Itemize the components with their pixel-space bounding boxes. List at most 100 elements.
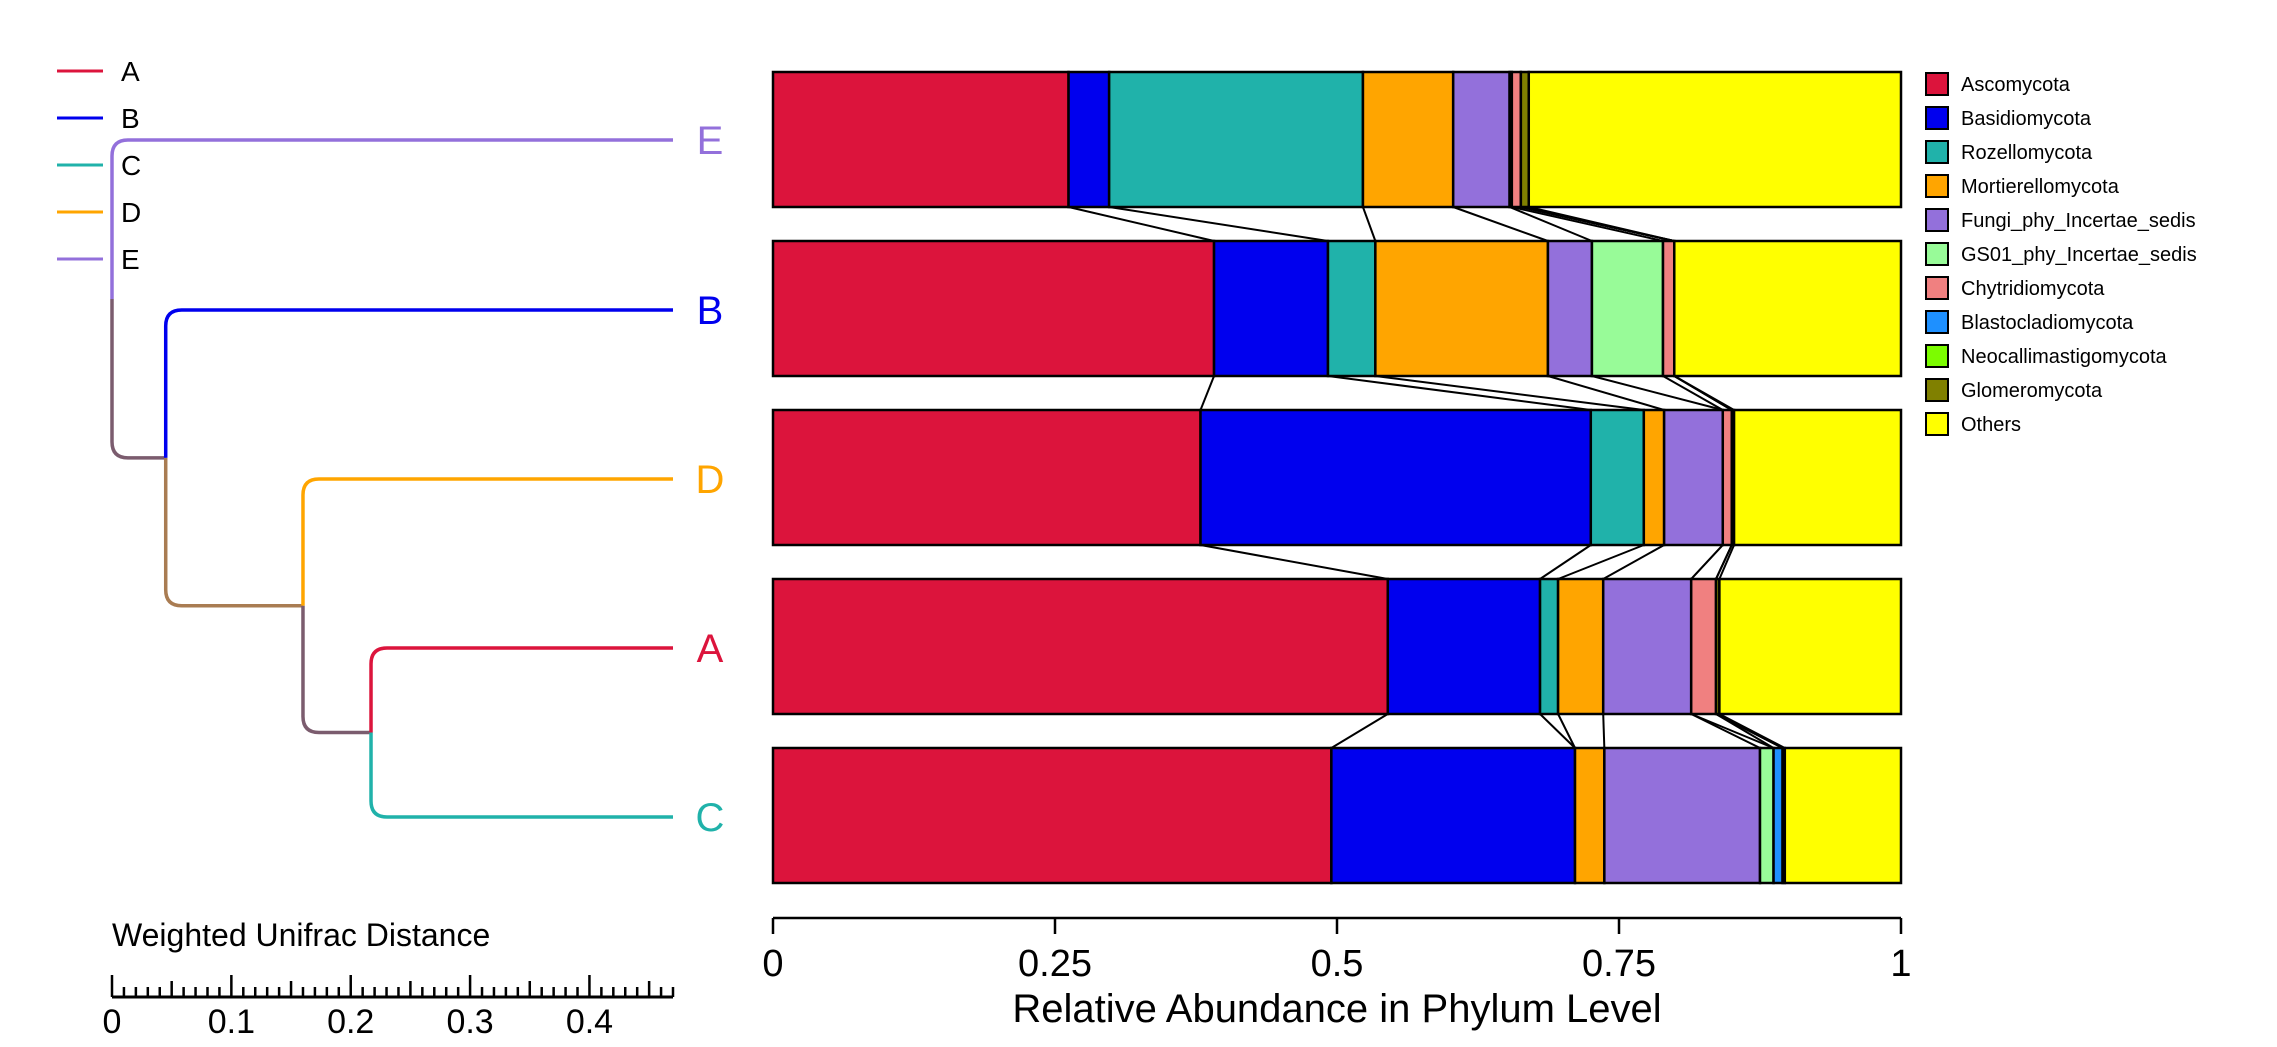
bar-segment: [1772, 746, 1784, 885]
connector-line: [1200, 544, 1388, 580]
bar-segment: [771, 577, 1390, 716]
branch-b: [163, 308, 673, 458]
bar-segment: [1361, 70, 1455, 209]
branch-c: [369, 732, 673, 819]
scale-tick-label: 0.1: [208, 1003, 255, 1041]
bar-segment: [1732, 408, 1903, 547]
legend-swatch: [1925, 242, 1949, 266]
legend-label: Neocallimastigomycota: [1961, 346, 2168, 368]
legend-label: GS01_phy_Incertae_sedis: [1961, 244, 2197, 266]
bar-connectors: [1068, 206, 1786, 749]
bar-segment: [1573, 746, 1606, 885]
legend-swatch: [1925, 140, 1949, 164]
connector-line: [1673, 375, 1735, 411]
branch-a: [369, 646, 673, 733]
bar-segment: [1538, 577, 1560, 716]
tree-legend-label: C: [121, 150, 141, 181]
bar-segment: [771, 408, 1202, 547]
connector-line: [1718, 544, 1735, 580]
legend-swatch: [1925, 378, 1949, 402]
tree-legend-label: B: [121, 103, 140, 134]
branch-d: [301, 477, 673, 606]
legend-swatch: [1925, 106, 1949, 130]
bar-segment: [1642, 408, 1666, 547]
bar-segment: [1721, 408, 1734, 547]
scale-tick-label: 0.2: [327, 1003, 374, 1041]
scale-label: Weighted Unifrac Distance: [112, 917, 490, 953]
branch-internal: [110, 298, 166, 460]
bar-segment: [1212, 239, 1330, 378]
branch-internal: [163, 457, 303, 608]
leaf-label: B: [697, 289, 724, 333]
connector-line: [1330, 713, 1389, 749]
bar-segment: [1527, 70, 1903, 209]
connector-line: [1108, 206, 1329, 242]
tree-legend-label: D: [121, 197, 141, 228]
connector-line: [1511, 206, 1664, 242]
bar-segment: [1326, 239, 1377, 378]
connector-line: [1539, 544, 1592, 580]
legend-label: Chytridiomycota: [1961, 278, 2105, 300]
leaf-label: A: [697, 627, 724, 671]
bar-segment: [1689, 577, 1718, 716]
branch-e: [110, 138, 673, 299]
legend-label: Basidiomycota: [1961, 108, 2092, 130]
bar-segment: [1386, 577, 1542, 716]
connector-line: [1068, 206, 1215, 242]
legend-swatch: [1925, 174, 1949, 198]
connector-line: [1528, 206, 1675, 242]
leaf-label: C: [696, 796, 725, 840]
connector-line: [1715, 713, 1784, 749]
connector-line: [1591, 375, 1724, 411]
tree-legend-label: A: [121, 56, 140, 87]
x-tick-label: 0.25: [1018, 943, 1092, 985]
connector-line: [1199, 375, 1215, 411]
legend-swatch: [1925, 72, 1949, 96]
x-axis-label: Relative Abundance in Phylum Level: [1012, 987, 1661, 1031]
connector-line: [1557, 544, 1645, 580]
bar-segment: [1107, 70, 1365, 209]
legend-label: Ascomycota: [1961, 74, 2071, 96]
connector-line: [1375, 375, 1644, 411]
x-tick-label: 0.75: [1582, 943, 1656, 985]
legend-label: Fungi_phy_Incertae_sedis: [1961, 210, 2196, 232]
bar-segment: [1067, 70, 1111, 209]
connector-line: [1539, 713, 1576, 749]
legend-label: Blastocladiomycota: [1961, 312, 2134, 334]
bar-segment: [1546, 239, 1594, 378]
legend-swatch: [1925, 412, 1949, 436]
connector-line: [1547, 375, 1665, 411]
bar-segment: [1783, 746, 1903, 885]
bar-segment: [1330, 746, 1577, 885]
bar-segment: [1510, 70, 1523, 209]
dendrogram: E B D A C: [110, 119, 725, 840]
connector-line: [1690, 544, 1724, 580]
legend-label: Rozellomycota: [1961, 142, 2093, 164]
bar-segment: [1758, 746, 1775, 885]
bar-segment: [1718, 577, 1903, 716]
branch-internal: [301, 605, 372, 735]
legend-swatch: [1925, 276, 1949, 300]
bar-segment: [771, 746, 1333, 885]
bar-segment: [1590, 239, 1665, 378]
connector-line: [1509, 206, 1593, 242]
scale-tick-label: 0.3: [446, 1003, 493, 1041]
bar-segment: [1661, 239, 1676, 378]
bar-segment: [1589, 408, 1646, 547]
scale-tick-label: 0.4: [566, 1003, 613, 1041]
connector-line: [1452, 206, 1549, 242]
connector-line: [1362, 206, 1377, 242]
legend-swatch: [1925, 208, 1949, 232]
connector-line: [1662, 375, 1724, 411]
bar-segment: [771, 70, 1070, 209]
x-tick-label: 1: [1890, 943, 1911, 985]
bar-segment: [1451, 70, 1511, 209]
connector-line: [1715, 544, 1733, 580]
tree-legend-label: E: [121, 244, 140, 275]
legend-label: Glomeromycota: [1961, 380, 2103, 402]
connector-line: [1718, 713, 1786, 749]
bar-segment: [1673, 239, 1903, 378]
legend-label: Others: [1961, 414, 2021, 436]
connector-line: [1602, 544, 1665, 580]
